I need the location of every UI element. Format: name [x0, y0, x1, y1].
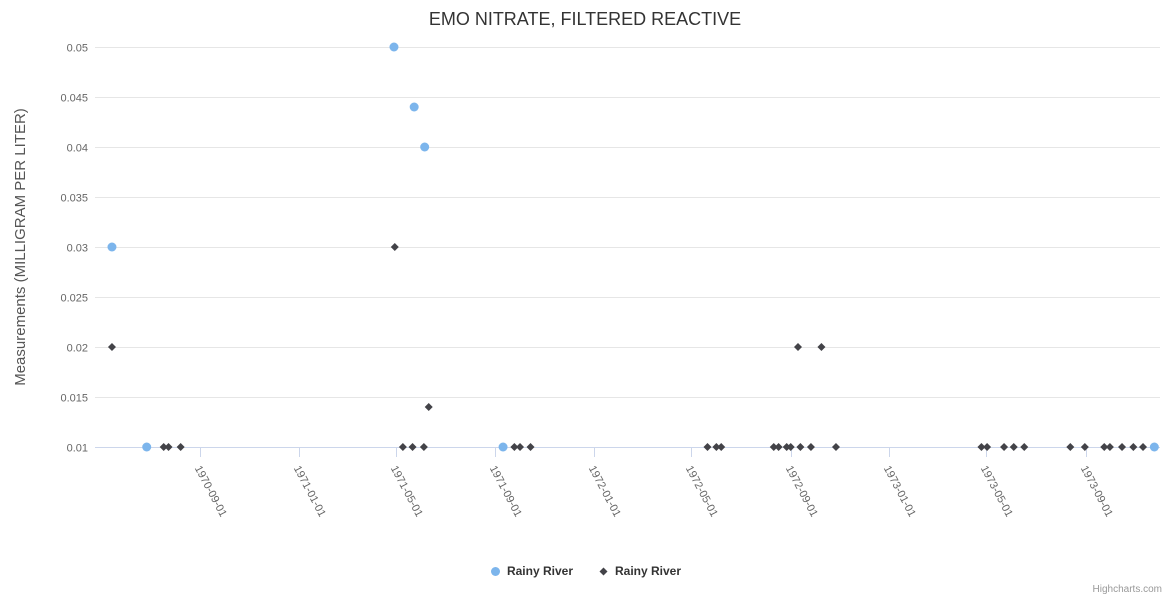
- data-point[interactable]: [526, 443, 535, 451]
- data-point[interactable]: [516, 443, 525, 451]
- data-point[interactable]: [107, 343, 116, 351]
- gridlines: 0.01 0.015 0.02 0.025 0.03 0.035 0.04 0.045 0.05: [60, 43, 1160, 455]
- data-point[interactable]: [1139, 443, 1148, 451]
- data-point[interactable]: [498, 442, 508, 452]
- data-point[interactable]: [774, 443, 783, 451]
- y-axis-label: 0.015: [60, 393, 88, 405]
- x-axis-label: 1973-05-01: [978, 464, 1015, 519]
- x-axis-label: 1971-05-01: [388, 464, 425, 519]
- chart-title: EMO NITRATE, FILTERED REACTIVE: [429, 9, 741, 29]
- data-point[interactable]: [1129, 443, 1138, 451]
- y-axis-label: 0.05: [67, 43, 88, 55]
- data-point[interactable]: [1105, 443, 1114, 451]
- data-point[interactable]: [769, 443, 778, 451]
- data-point[interactable]: [1000, 443, 1009, 451]
- x-axis-label: 1971-01-01: [291, 464, 328, 519]
- data-point[interactable]: [1100, 443, 1109, 451]
- data-point[interactable]: [420, 142, 430, 152]
- data-point[interactable]: [408, 443, 417, 451]
- x-axis-label: 1970-09-01: [192, 464, 229, 519]
- x-axis-label: 1971-09-01: [487, 464, 524, 519]
- data-point[interactable]: [831, 443, 840, 451]
- data-point[interactable]: [1066, 443, 1075, 451]
- y-axis-label: 0.035: [60, 193, 88, 205]
- data-point[interactable]: [510, 443, 519, 451]
- data-point[interactable]: [782, 443, 791, 451]
- data-point[interactable]: [1009, 443, 1018, 451]
- x-axis-label: 1973-09-01: [1078, 464, 1115, 519]
- y-axis-label: 0.03: [67, 243, 88, 255]
- data-point[interactable]: [142, 442, 152, 452]
- data-point[interactable]: [983, 443, 992, 451]
- x-axis-label: 1972-01-01: [586, 464, 623, 519]
- data-point[interactable]: [817, 343, 826, 351]
- data-point[interactable]: [1020, 443, 1029, 451]
- data-point[interactable]: [703, 443, 712, 451]
- data-point[interactable]: [398, 443, 407, 451]
- data-point[interactable]: [419, 443, 428, 451]
- x-axis-label: 1973-01-01: [881, 464, 918, 519]
- data-points: [107, 42, 1159, 452]
- y-axis-label: 0.045: [60, 93, 88, 105]
- data-point[interactable]: [107, 242, 117, 252]
- data-point[interactable]: [176, 443, 185, 451]
- y-axis-label: 0.025: [60, 293, 88, 305]
- data-point[interactable]: [164, 443, 173, 451]
- data-point[interactable]: [806, 443, 815, 451]
- data-point[interactable]: [712, 443, 721, 451]
- credits-link[interactable]: Highcharts.com: [1093, 584, 1162, 595]
- legend: Rainy River Rainy River: [0, 560, 1170, 582]
- y-axis-title: Measurements (MILLIGRAM PER LITER): [12, 108, 29, 386]
- legend-label: Rainy River: [615, 564, 682, 578]
- y-axis-label: 0.02: [67, 343, 88, 355]
- data-point[interactable]: [977, 443, 986, 451]
- data-point[interactable]: [389, 42, 399, 52]
- x-axis-label: 1972-09-01: [783, 464, 820, 519]
- data-point[interactable]: [1080, 443, 1089, 451]
- data-point[interactable]: [786, 443, 795, 451]
- legend-circle-icon: [490, 566, 500, 576]
- data-point[interactable]: [1118, 443, 1127, 451]
- data-point[interactable]: [1149, 442, 1159, 452]
- legend-item[interactable]: Rainy River: [489, 564, 573, 578]
- data-point[interactable]: [390, 243, 399, 251]
- data-point[interactable]: [159, 443, 168, 451]
- legend-item[interactable]: Rainy River: [597, 564, 681, 578]
- legend-diamond-icon: [599, 567, 608, 575]
- legend-label: Rainy River: [506, 564, 573, 578]
- x-axis-label: 1972-05-01: [683, 464, 720, 519]
- y-axis-label: 0.01: [67, 443, 88, 455]
- data-point[interactable]: [409, 102, 419, 112]
- x-axis: 1970-09-01 1971-01-01 1971-05-01 1971-09-01…: [95, 447, 1160, 519]
- y-axis-label: 0.04: [67, 143, 88, 155]
- data-point[interactable]: [796, 443, 805, 451]
- data-point[interactable]: [424, 403, 433, 411]
- data-point[interactable]: [717, 443, 726, 451]
- data-point[interactable]: [793, 343, 802, 351]
